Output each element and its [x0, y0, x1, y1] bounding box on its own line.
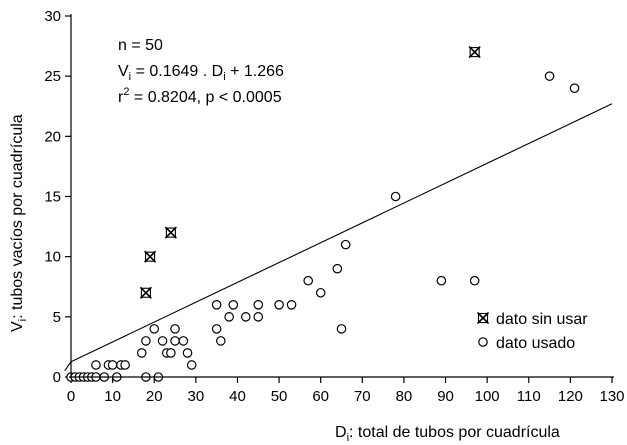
x-tick-label: 30 [188, 388, 205, 405]
legend-boxed-x [478, 313, 489, 324]
point-unused [469, 47, 480, 58]
point-used [437, 277, 445, 285]
point-used [242, 313, 250, 321]
legend: dato sin usar dato usado [470, 300, 615, 358]
y-tick-label: 20 [44, 128, 61, 145]
point-used [287, 301, 295, 309]
point-used [183, 349, 191, 357]
x-tick-label: 120 [558, 388, 583, 405]
point-used [254, 301, 262, 309]
point-used [92, 361, 100, 369]
point-unused [145, 251, 156, 262]
point-used [316, 289, 324, 297]
point-used [304, 277, 312, 285]
point-used [470, 277, 478, 285]
annotation-r2: r2 = 0.8204, p < 0.0005 [118, 86, 282, 106]
point-used [138, 349, 146, 357]
y-tick-label: 5 [53, 309, 61, 326]
legend-label-used: dato usado [496, 335, 575, 352]
point-used [391, 192, 399, 200]
y-tick-label: 15 [44, 189, 61, 206]
point-used [167, 349, 175, 357]
x-tick-label: 20 [146, 388, 163, 405]
y-tick-label: 0 [53, 369, 61, 386]
x-tick-label: 110 [517, 388, 541, 405]
point-used [341, 240, 349, 248]
y-axis-label: Vi: tubos vacíos por cuadrícula [9, 114, 29, 332]
x-tick-label: 70 [354, 388, 371, 405]
point-used [179, 337, 187, 345]
x-tick-label: 60 [312, 388, 329, 405]
point-used [171, 325, 179, 333]
annotation-equation: Vi = 0.1649 . Di + 1.266 [118, 63, 284, 83]
y-tick-label: 25 [44, 68, 61, 85]
y-tick-label: 10 [44, 249, 61, 266]
x-tick-label: 50 [271, 388, 288, 405]
point-used [225, 313, 233, 321]
x-axis-label: Di: total de tubos por cuadrícula [335, 424, 560, 444]
point-used [570, 84, 578, 92]
x-tick-label: 130 [599, 388, 624, 405]
point-used [212, 301, 220, 309]
x-tick-label: 10 [104, 388, 121, 405]
legend-label-unused: dato sin usar [496, 311, 588, 328]
x-tick-label: 40 [229, 388, 246, 405]
x-tick-label: 80 [396, 388, 413, 405]
legend-circle [479, 338, 487, 346]
point-unused [165, 227, 176, 238]
annotation-n: n = 50 [118, 37, 163, 54]
point-used [254, 313, 262, 321]
regression-line-tail [65, 362, 71, 371]
x-tick-label: 90 [437, 388, 454, 405]
x-tick-label: 100 [475, 388, 500, 405]
y-tick-label: 30 [44, 8, 61, 25]
point-used [217, 337, 225, 345]
legend-marker-unused [478, 313, 489, 324]
point-used [187, 361, 195, 369]
point-used [337, 325, 345, 333]
point-used [142, 337, 150, 345]
point-used [212, 325, 220, 333]
point-used [121, 361, 129, 369]
x-tick-label: 0 [67, 388, 75, 405]
point-used [275, 301, 283, 309]
point-used [333, 265, 341, 273]
point-used [108, 361, 116, 369]
point-unused [140, 287, 151, 298]
point-used [150, 325, 158, 333]
legend-marker-used [479, 338, 487, 346]
x-axis-ticks: 0 10 20 30 40 50 60 70 80 90 100 110 120 130 [67, 377, 625, 405]
y-axis-ticks: 0 5 10 15 20 25 30 [44, 8, 71, 386]
point-used [171, 337, 179, 345]
point-used [545, 72, 553, 80]
point-used [229, 301, 237, 309]
point-used [158, 337, 166, 345]
